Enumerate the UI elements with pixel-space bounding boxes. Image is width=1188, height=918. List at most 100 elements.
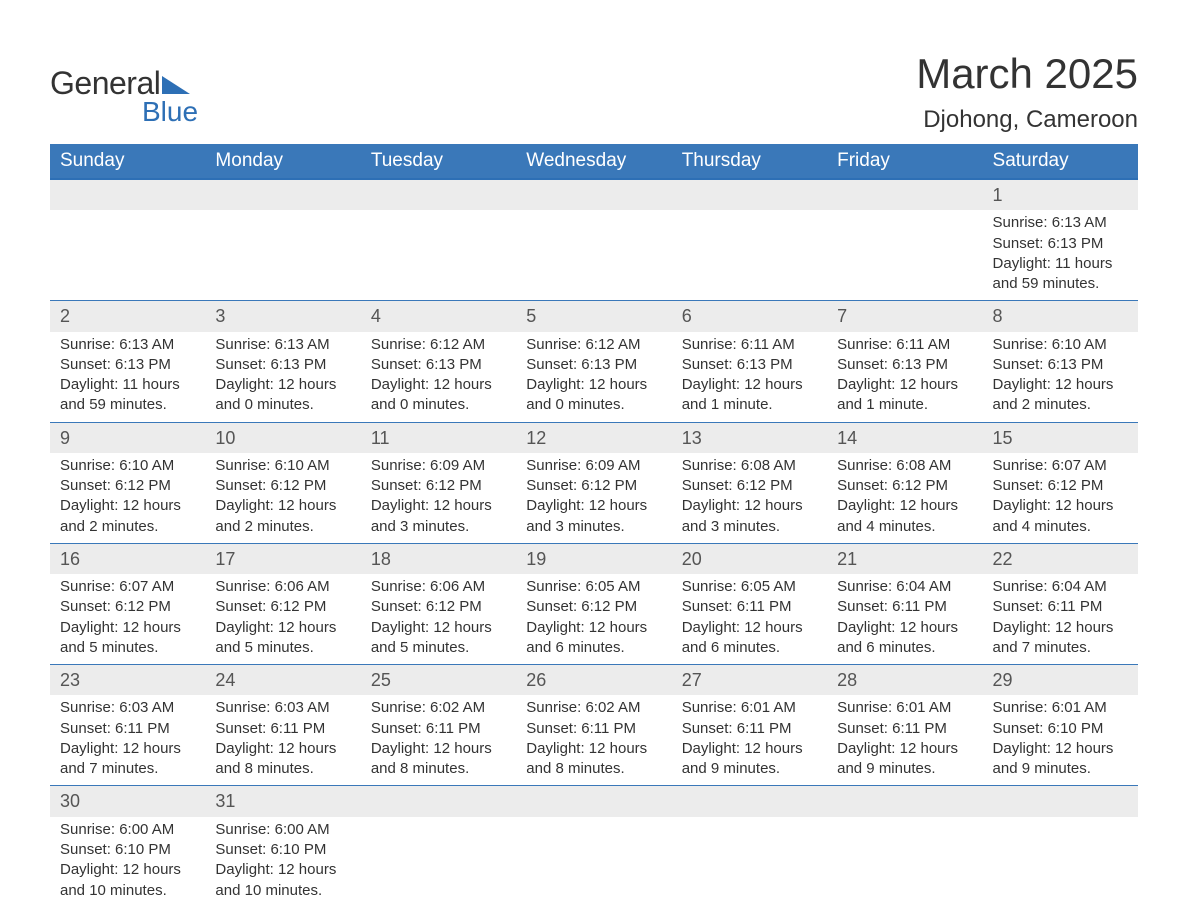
daylight-text-1: Daylight: 12 hours [371,618,506,638]
day-detail-cell: Sunrise: 6:12 AMSunset: 6:13 PMDaylight:… [361,332,516,423]
daylight-text-1: Daylight: 12 hours [60,860,195,880]
sunrise-text: Sunrise: 6:06 AM [371,577,506,597]
sunrise-text: Sunrise: 6:04 AM [837,577,972,597]
sunrise-text: Sunrise: 6:10 AM [60,456,195,476]
day-number-cell: 5 [516,301,671,332]
daylight-text-2: and 5 minutes. [371,638,506,658]
daylight-text-2: and 2 minutes. [993,395,1128,415]
daylight-text-2: and 7 minutes. [60,759,195,779]
sunset-text: Sunset: 6:12 PM [837,476,972,496]
daylight-text-1: Daylight: 12 hours [60,739,195,759]
sunrise-text: Sunrise: 6:05 AM [526,577,661,597]
day-number-cell: 27 [672,665,827,696]
daylight-text-1: Daylight: 12 hours [526,375,661,395]
sunrise-text: Sunrise: 6:06 AM [215,577,350,597]
day-number-cell: 20 [672,543,827,574]
day-detail-cell: Sunrise: 6:13 AMSunset: 6:13 PMDaylight:… [983,210,1138,301]
week-daynum-row: 3031 [50,786,1138,817]
sunset-text: Sunset: 6:13 PM [993,355,1128,375]
daylight-text-2: and 8 minutes. [526,759,661,779]
sunset-text: Sunset: 6:10 PM [215,840,350,860]
day-detail-cell: Sunrise: 6:05 AMSunset: 6:12 PMDaylight:… [516,574,671,665]
daylight-text-2: and 9 minutes. [837,759,972,779]
daylight-text-1: Daylight: 12 hours [215,618,350,638]
day-number-cell [672,179,827,210]
daylight-text-1: Daylight: 12 hours [215,860,350,880]
daylight-text-2: and 6 minutes. [526,638,661,658]
location-label: Djohong, Cameroon [916,106,1138,134]
daylight-text-2: and 0 minutes. [371,395,506,415]
daylight-text-2: and 9 minutes. [682,759,817,779]
day-number-cell: 30 [50,786,205,817]
day-detail-cell [361,817,516,907]
daylight-text-1: Daylight: 12 hours [215,496,350,516]
col-friday: Friday [827,144,982,179]
sunset-text: Sunset: 6:12 PM [526,476,661,496]
day-detail-cell: Sunrise: 6:13 AMSunset: 6:13 PMDaylight:… [205,332,360,423]
day-header-row: Sunday Monday Tuesday Wednesday Thursday… [50,144,1138,179]
day-number-cell [983,786,1138,817]
day-number-cell: 24 [205,665,360,696]
daylight-text-1: Daylight: 11 hours [993,254,1128,274]
daylight-text-1: Daylight: 12 hours [215,375,350,395]
day-number-cell [50,179,205,210]
week-daynum-row: 9101112131415 [50,422,1138,453]
daylight-text-2: and 9 minutes. [993,759,1128,779]
daylight-text-1: Daylight: 12 hours [526,618,661,638]
day-detail-cell: Sunrise: 6:11 AMSunset: 6:13 PMDaylight:… [672,332,827,423]
daylight-text-2: and 3 minutes. [371,517,506,537]
sunrise-text: Sunrise: 6:13 AM [215,335,350,355]
sunrise-text: Sunrise: 6:02 AM [371,698,506,718]
sunrise-text: Sunrise: 6:09 AM [526,456,661,476]
sunset-text: Sunset: 6:11 PM [60,719,195,739]
day-number-cell: 6 [672,301,827,332]
sunrise-text: Sunrise: 6:03 AM [60,698,195,718]
daylight-text-1: Daylight: 12 hours [993,375,1128,395]
daylight-text-2: and 59 minutes. [60,395,195,415]
day-detail-cell: Sunrise: 6:05 AMSunset: 6:11 PMDaylight:… [672,574,827,665]
daylight-text-1: Daylight: 12 hours [682,618,817,638]
daylight-text-2: and 10 minutes. [60,881,195,901]
sunset-text: Sunset: 6:11 PM [526,719,661,739]
logo-word-blue: Blue [142,96,198,128]
week-detail-row: Sunrise: 6:13 AMSunset: 6:13 PMDaylight:… [50,210,1138,301]
sunset-text: Sunset: 6:12 PM [215,597,350,617]
day-number-cell: 12 [516,422,671,453]
logo-triangle-icon [162,76,190,94]
day-number-cell: 23 [50,665,205,696]
calendar-table: Sunday Monday Tuesday Wednesday Thursday… [50,144,1138,907]
day-detail-cell [205,210,360,301]
day-number-cell: 4 [361,301,516,332]
sunrise-text: Sunrise: 6:08 AM [682,456,817,476]
week-detail-row: Sunrise: 6:07 AMSunset: 6:12 PMDaylight:… [50,574,1138,665]
col-monday: Monday [205,144,360,179]
sunset-text: Sunset: 6:13 PM [60,355,195,375]
day-number-cell: 29 [983,665,1138,696]
sunrise-text: Sunrise: 6:12 AM [371,335,506,355]
sunset-text: Sunset: 6:13 PM [682,355,817,375]
day-detail-cell [827,817,982,907]
sunset-text: Sunset: 6:11 PM [682,597,817,617]
sunset-text: Sunset: 6:11 PM [682,719,817,739]
sunset-text: Sunset: 6:12 PM [993,476,1128,496]
daylight-text-2: and 8 minutes. [215,759,350,779]
day-detail-cell: Sunrise: 6:10 AMSunset: 6:13 PMDaylight:… [983,332,1138,423]
day-number-cell: 21 [827,543,982,574]
daylight-text-2: and 5 minutes. [215,638,350,658]
day-detail-cell [361,210,516,301]
day-number-cell [827,786,982,817]
col-tuesday: Tuesday [361,144,516,179]
sunrise-text: Sunrise: 6:00 AM [60,820,195,840]
sunset-text: Sunset: 6:12 PM [60,476,195,496]
daylight-text-1: Daylight: 12 hours [526,496,661,516]
day-detail-cell: Sunrise: 6:06 AMSunset: 6:12 PMDaylight:… [361,574,516,665]
day-number-cell: 22 [983,543,1138,574]
logo: General Blue [50,65,198,128]
daylight-text-2: and 1 minute. [682,395,817,415]
week-daynum-row: 2345678 [50,301,1138,332]
title-block: March 2025 Djohong, Cameroon [916,50,1138,134]
daylight-text-1: Daylight: 12 hours [837,739,972,759]
day-number-cell: 7 [827,301,982,332]
sunset-text: Sunset: 6:11 PM [371,719,506,739]
sunrise-text: Sunrise: 6:05 AM [682,577,817,597]
